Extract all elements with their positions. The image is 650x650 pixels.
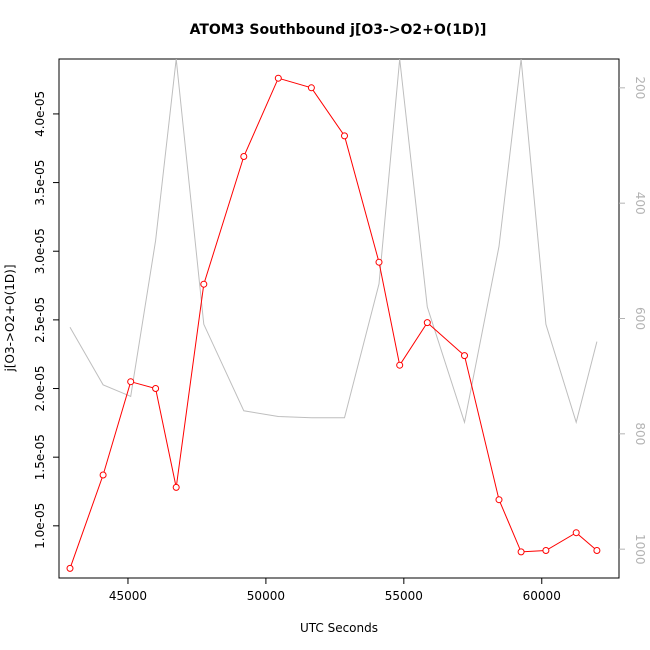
red-series-point bbox=[461, 352, 468, 360]
y-tick-label: 1.0e-05 bbox=[33, 503, 47, 549]
red-series-point bbox=[495, 496, 503, 504]
red-series-point bbox=[542, 547, 550, 554]
y-axis-left: 1.0e-05 1.5e-05 2.0e-05 2.5e-05 3.0e-05 3.5e-… bbox=[33, 91, 59, 549]
red-series-point bbox=[375, 258, 383, 266]
red-series-point bbox=[152, 385, 160, 392]
y2-tick-label: 800 bbox=[633, 422, 647, 445]
red-series-point bbox=[274, 74, 282, 82]
x-axis: 45000 50000 55000 60000 bbox=[109, 578, 561, 603]
x-axis-label: UTC Seconds bbox=[300, 621, 378, 635]
red-series-point bbox=[572, 529, 580, 537]
y-tick-label: 2.5e-05 bbox=[33, 297, 47, 343]
x-tick-label: 50000 bbox=[247, 589, 285, 603]
red-series-point bbox=[240, 153, 248, 160]
red-series-point bbox=[307, 84, 315, 92]
chart-title: ATOM3 Southbound j[O3->O2+O(1D)] bbox=[190, 22, 487, 38]
red-series-point bbox=[200, 280, 208, 288]
red-series-point bbox=[517, 548, 525, 556]
x-tick-label: 60000 bbox=[523, 589, 561, 603]
red-series-point bbox=[66, 564, 74, 572]
red-series-point bbox=[423, 319, 431, 327]
gray-series-layer bbox=[69, 58, 598, 425]
y2-tick-label: 200 bbox=[633, 76, 647, 99]
red-series-point bbox=[396, 361, 404, 369]
y-tick-label: 2.0e-05 bbox=[33, 365, 47, 411]
red-series-point bbox=[593, 547, 601, 554]
red-series-point bbox=[172, 483, 180, 491]
gray-series-line bbox=[69, 58, 598, 425]
y-tick-label: 3.0e-05 bbox=[33, 228, 47, 274]
y-axis-right: 200 400 600 800 1000 bbox=[619, 76, 647, 564]
y-tick-label: 4.0e-05 bbox=[33, 91, 47, 137]
y2-tick-label: 400 bbox=[633, 192, 647, 215]
red-series-point bbox=[341, 132, 348, 140]
y2-tick-label: 600 bbox=[633, 307, 647, 330]
red-series-point bbox=[127, 378, 135, 386]
red-series-point bbox=[99, 471, 107, 479]
red-series-layer bbox=[66, 74, 601, 572]
x-tick-label: 45000 bbox=[109, 589, 147, 603]
red-series-line bbox=[69, 77, 598, 569]
y-axis-label: j[O3->O2+O(1D)] bbox=[3, 265, 17, 373]
y-tick-label: 1.5e-05 bbox=[33, 434, 47, 480]
y-tick-label: 3.5e-05 bbox=[33, 160, 47, 206]
x-tick-label: 55000 bbox=[385, 589, 423, 603]
y2-tick-label: 1000 bbox=[633, 534, 647, 565]
